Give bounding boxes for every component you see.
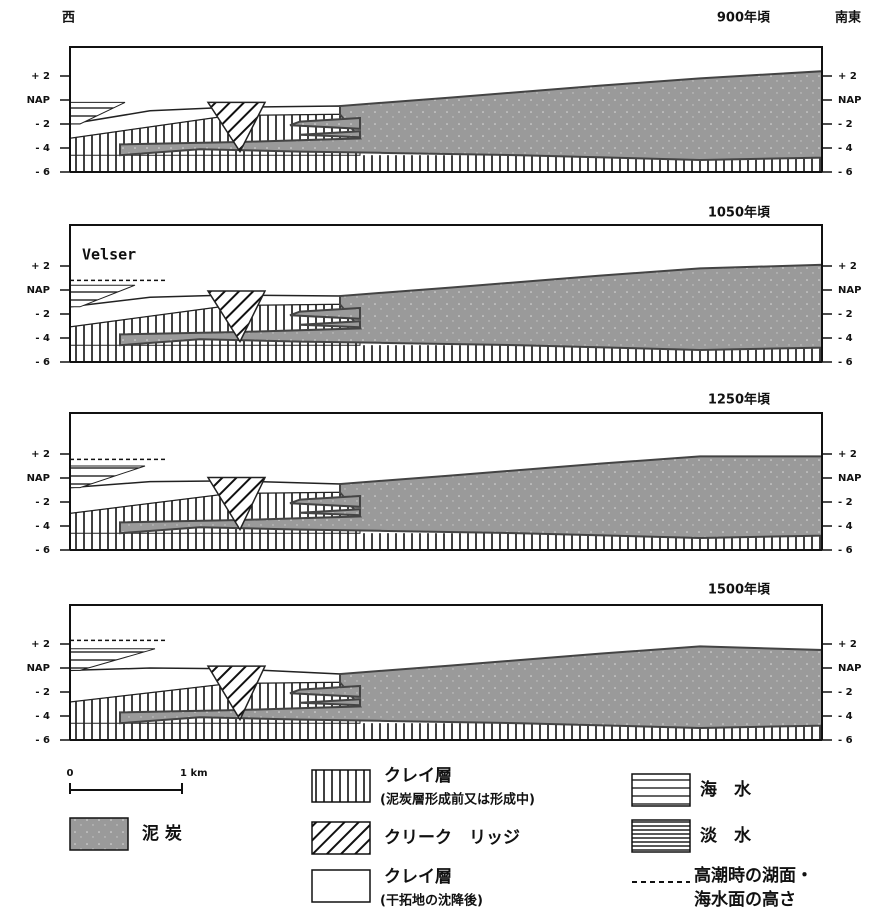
- panel-label: 1500年頃: [708, 582, 771, 598]
- axis-label-left: + 2: [31, 639, 50, 650]
- axis-label-left: - 2: [35, 497, 50, 508]
- legend-sea-swatch: [632, 774, 690, 806]
- legend-peat-swatch: [70, 818, 128, 850]
- diagram: 西 南東 900年頃 + 2 + 2 NAP NAP - 2 - 2 - 4 - 4 - 6 - 6…: [0, 0, 872, 914]
- axis-label-left: - 4: [35, 521, 50, 532]
- axis-label-right: NAP: [838, 473, 861, 484]
- axis-label-left: - 4: [35, 143, 50, 154]
- legend-fresh: 淡 水: [700, 825, 752, 846]
- axis-label-left: - 6: [35, 545, 50, 556]
- legend-clay-before: クレイ層: [384, 766, 452, 786]
- legend-tide-1: 高潮時の湖面・: [694, 865, 813, 886]
- axis-label-left: - 4: [35, 333, 50, 344]
- axis-label-right: - 2: [838, 119, 853, 130]
- axis-label-right: - 4: [838, 521, 853, 532]
- axis-label-right: - 2: [838, 309, 853, 320]
- axis-label-right: - 4: [838, 711, 853, 722]
- axis-label-right: - 6: [838, 167, 853, 178]
- axis-label-left: NAP: [27, 95, 50, 106]
- axis-label-left: - 6: [35, 357, 50, 368]
- axis-label-left: - 4: [35, 711, 50, 722]
- axis-label-right: + 2: [838, 639, 857, 650]
- panel-label: 900年頃: [717, 10, 771, 26]
- axis-label-left: NAP: [27, 663, 50, 674]
- west-label: 西: [62, 11, 75, 26]
- legend-creek: クリーク リッジ: [384, 828, 520, 848]
- legend-clay-after-swatch: [312, 870, 370, 902]
- axis-label-left: - 2: [35, 687, 50, 698]
- axis-label-right: + 2: [838, 71, 857, 82]
- axis-label-right: - 6: [838, 545, 853, 556]
- axis-label-right: - 2: [838, 497, 853, 508]
- axis-label-left: - 2: [35, 309, 50, 320]
- legend-peat: 泥 炭: [142, 823, 182, 844]
- legend-sea: 海 水: [700, 779, 752, 800]
- axis-label-right: - 2: [838, 687, 853, 698]
- axis-label-right: - 4: [838, 143, 853, 154]
- legend-clay-before-note: (泥炭層形成前又は形成中): [380, 792, 535, 808]
- legend-clay-before-swatch: [312, 770, 370, 802]
- axis-label-left: NAP: [27, 285, 50, 296]
- place-label: Velser: [82, 246, 136, 264]
- legend-clay-after-note: (干拓地の沈降後): [380, 893, 483, 909]
- axis-label-right: + 2: [838, 449, 857, 460]
- axis-label-left: + 2: [31, 449, 50, 460]
- legend-creek-swatch: [312, 822, 370, 854]
- water: [70, 649, 155, 671]
- axis-label-right: - 4: [838, 333, 853, 344]
- southeast-label: 南東: [835, 10, 861, 26]
- axis-label-left: NAP: [27, 473, 50, 484]
- axis-label-right: NAP: [838, 663, 861, 674]
- axis-label-left: + 2: [31, 261, 50, 272]
- axis-label-right: - 6: [838, 357, 853, 368]
- axis-label-left: - 6: [35, 735, 50, 746]
- scale-end: 1 km: [180, 768, 208, 779]
- legend-tide-2: 海水面の高さ: [694, 889, 796, 910]
- axis-label-right: NAP: [838, 285, 861, 296]
- axis-label-right: NAP: [838, 95, 861, 106]
- axis-label-left: + 2: [31, 71, 50, 82]
- axis-label-right: - 6: [838, 735, 853, 746]
- legend-fresh-swatch: [632, 820, 690, 852]
- legend-clay-after: クレイ層: [384, 867, 452, 887]
- axis-label-right: + 2: [838, 261, 857, 272]
- scale-start: 0: [67, 768, 74, 779]
- axis-label-left: - 2: [35, 119, 50, 130]
- panel-label: 1250年頃: [708, 392, 771, 408]
- axis-label-left: - 6: [35, 167, 50, 178]
- panel-label: 1050年頃: [708, 205, 771, 221]
